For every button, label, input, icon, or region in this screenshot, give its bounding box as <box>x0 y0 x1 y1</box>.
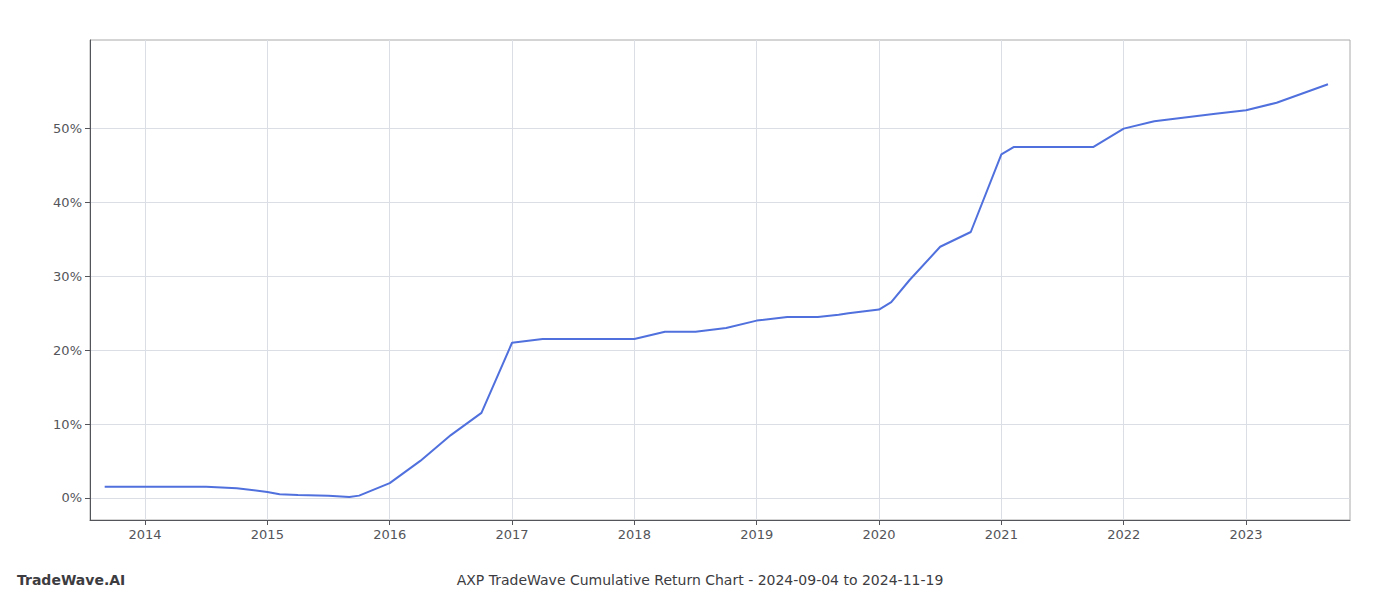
svg-text:2022: 2022 <box>1107 527 1140 542</box>
svg-text:2015: 2015 <box>251 527 284 542</box>
svg-text:20%: 20% <box>53 343 82 358</box>
svg-text:10%: 10% <box>53 417 82 432</box>
svg-text:2017: 2017 <box>495 527 528 542</box>
svg-text:2019: 2019 <box>740 527 773 542</box>
svg-text:AXP TradeWave Cumulative Retur: AXP TradeWave Cumulative Return Chart - … <box>457 572 944 588</box>
svg-text:2023: 2023 <box>1229 527 1262 542</box>
svg-text:2016: 2016 <box>373 527 406 542</box>
svg-text:2021: 2021 <box>985 527 1018 542</box>
svg-text:2014: 2014 <box>129 527 162 542</box>
svg-text:30%: 30% <box>53 269 82 284</box>
svg-text:2020: 2020 <box>862 527 895 542</box>
svg-text:40%: 40% <box>53 195 82 210</box>
svg-text:TradeWave.AI: TradeWave.AI <box>17 572 125 588</box>
svg-text:2018: 2018 <box>618 527 651 542</box>
svg-text:50%: 50% <box>53 121 82 136</box>
svg-text:0%: 0% <box>61 490 82 505</box>
